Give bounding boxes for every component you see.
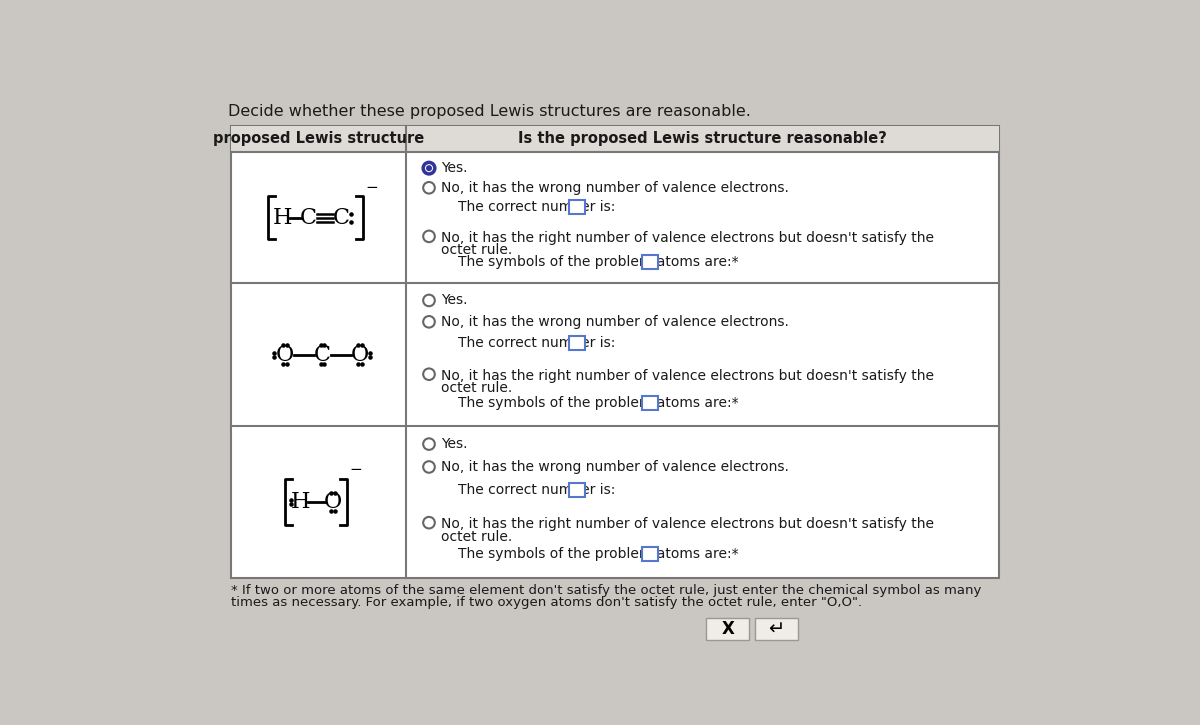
Text: No, it has the right number of valence electrons but doesn't satisfy the: No, it has the right number of valence e…	[442, 517, 935, 531]
Text: proposed Lewis structure: proposed Lewis structure	[212, 131, 424, 146]
Text: Yes.: Yes.	[442, 161, 468, 175]
Circle shape	[424, 517, 434, 529]
Text: C: C	[314, 344, 331, 365]
Text: times as necessary. For example, if two oxygen atoms don't satisfy the octet rul: times as necessary. For example, if two …	[232, 596, 863, 609]
Text: O: O	[350, 344, 368, 365]
Text: ↵: ↵	[768, 620, 785, 639]
Bar	[569, 201, 584, 215]
Bar	[642, 547, 658, 561]
Text: C: C	[300, 207, 317, 229]
Text: The correct number is:: The correct number is:	[458, 336, 616, 350]
Bar	[707, 618, 749, 640]
Circle shape	[424, 368, 434, 380]
Text: No, it has the right number of valence electrons but doesn't satisfy the: No, it has the right number of valence e…	[442, 369, 935, 383]
Bar	[642, 396, 658, 410]
Text: No, it has the wrong number of valence electrons.: No, it has the wrong number of valence e…	[442, 460, 790, 474]
Text: Decide whether these proposed Lewis structures are reasonable.: Decide whether these proposed Lewis stru…	[228, 104, 750, 119]
Text: No, it has the wrong number of valence electrons.: No, it has the wrong number of valence e…	[442, 181, 790, 195]
Text: The correct number is:: The correct number is:	[458, 200, 616, 215]
Text: The correct number is:: The correct number is:	[458, 483, 616, 497]
Text: H: H	[290, 491, 311, 513]
Bar	[755, 618, 798, 640]
Text: The symbols of the problem atoms are:*: The symbols of the problem atoms are:*	[458, 396, 739, 410]
Bar	[569, 483, 584, 497]
Bar	[232, 125, 998, 579]
Bar	[642, 255, 658, 269]
Text: The symbols of the problem atoms are:*: The symbols of the problem atoms are:*	[458, 255, 739, 270]
Text: * If two or more atoms of the same element don't satisfy the octet rule, just en: * If two or more atoms of the same eleme…	[232, 584, 982, 597]
Text: octet rule.: octet rule.	[442, 529, 512, 544]
Text: Yes.: Yes.	[442, 294, 468, 307]
Text: O: O	[276, 344, 294, 365]
Text: octet rule.: octet rule.	[442, 381, 512, 395]
Text: O: O	[324, 491, 342, 513]
Text: octet rule.: octet rule.	[442, 244, 512, 257]
Text: No, it has the wrong number of valence electrons.: No, it has the wrong number of valence e…	[442, 315, 790, 329]
Text: X: X	[721, 620, 734, 638]
Circle shape	[426, 165, 432, 171]
Bar	[232, 125, 998, 152]
Text: C: C	[332, 207, 349, 229]
Circle shape	[424, 162, 434, 174]
Circle shape	[424, 294, 434, 306]
Circle shape	[424, 231, 434, 242]
Circle shape	[424, 162, 434, 174]
Text: No, it has the right number of valence electrons but doesn't satisfy the: No, it has the right number of valence e…	[442, 231, 935, 245]
Text: Is the proposed Lewis structure reasonable?: Is the proposed Lewis structure reasonab…	[517, 131, 887, 146]
Circle shape	[424, 439, 434, 450]
Text: Yes.: Yes.	[442, 437, 468, 451]
Circle shape	[424, 461, 434, 473]
Text: The symbols of the problem atoms are:*: The symbols of the problem atoms are:*	[458, 547, 739, 561]
Text: H: H	[272, 207, 292, 229]
Text: −: −	[349, 463, 362, 477]
Bar	[569, 336, 584, 350]
Circle shape	[424, 182, 434, 194]
Text: −: −	[365, 181, 378, 195]
Circle shape	[424, 316, 434, 328]
